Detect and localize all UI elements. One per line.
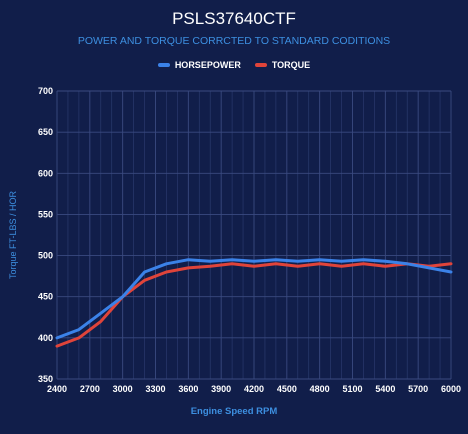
x-tick-label: 5100 (342, 384, 362, 394)
legend-label-horsepower: HORSEPOWER (174, 60, 241, 70)
x-tick-label: 4500 (277, 384, 297, 394)
chart-subtitle: POWER AND TORQUE CORRCTED TO STANDARD CO… (77, 35, 391, 47)
legend-swatch-torque (254, 63, 267, 67)
y-tick-label: 600 (38, 168, 53, 178)
x-tick-label: 2700 (80, 384, 100, 394)
x-tick-label: 3900 (211, 384, 231, 394)
y-tick-label: 650 (38, 127, 53, 137)
y-tick-label: 550 (38, 209, 53, 219)
legend-item-horsepower[interactable]: HORSEPOWER (157, 60, 241, 70)
x-tick-label: 6000 (441, 384, 461, 394)
y-tick-label: 400 (38, 333, 53, 343)
legend-swatch-horsepower (157, 63, 170, 67)
x-tick-label: 3300 (145, 384, 165, 394)
y-tick-label: 450 (38, 292, 53, 302)
y-tick-label: 500 (38, 251, 53, 261)
chart-title: PSLS37640CTF (172, 9, 296, 28)
legend: HORSEPOWER TORQUE (0, 60, 468, 70)
legend-item-torque[interactable]: TORQUE (254, 60, 311, 70)
x-tick-label: 3000 (113, 384, 133, 394)
x-tick-label: 4200 (244, 384, 264, 394)
x-tick-label: 4800 (310, 384, 330, 394)
legend-label-torque: TORQUE (271, 60, 311, 70)
x-tick-label: 2400 (47, 384, 67, 394)
y-axis-label-container: Torque FT-LBS / HOR (2, 90, 24, 380)
y-tick-label: 350 (38, 374, 53, 384)
x-axis-label: Engine Speed RPM (190, 406, 278, 417)
y-axis-label: Torque FT-LBS / HOR (8, 190, 18, 280)
x-tick-label: 3600 (178, 384, 198, 394)
y-tick-label: 700 (38, 86, 53, 96)
series-line-horsepower (55, 258, 453, 340)
x-tick-label: 5400 (375, 384, 395, 394)
x-tick-label: 5700 (408, 384, 428, 394)
